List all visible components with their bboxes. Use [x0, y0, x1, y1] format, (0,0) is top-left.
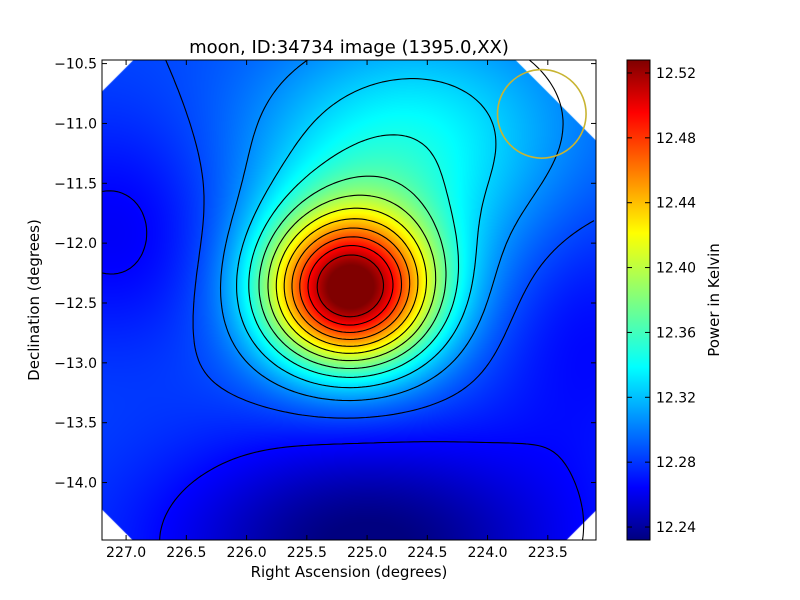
y-tick-label: −11.5	[54, 176, 97, 192]
contour-line	[316, 254, 385, 318]
y-tick-label: −12.5	[54, 296, 97, 312]
contour-lines	[102, 60, 595, 540]
y-tick-label: −14.0	[54, 476, 97, 492]
plot-area: 227.0 226.5 226.0 225.5 225.0 224.5 224.0 223.5…	[54, 57, 597, 561]
contour-line	[275, 207, 428, 354]
colorbar-tick-label: 12.28	[656, 455, 696, 471]
y-tick-label: −11.0	[54, 116, 97, 132]
y-tick-label: −13.0	[54, 356, 97, 372]
y-tick-label: −13.5	[54, 416, 97, 432]
colorbar-tick-label: 12.40	[656, 261, 696, 277]
contour-line	[283, 218, 419, 347]
colorbar-gradient	[626, 59, 651, 541]
colorbar-tick-label: 12.36	[656, 325, 696, 341]
contour-line	[102, 190, 585, 540]
x-tick-label: 226.5	[166, 545, 206, 561]
contour-line	[291, 227, 411, 341]
x-axis-label: Right Ascension (degrees)	[251, 563, 448, 581]
field-circle	[496, 68, 587, 159]
x-axis-ticks: 227.0 226.5 226.0 225.5 225.0 224.5 224.0 223.5	[106, 60, 568, 561]
y-axis-ticks: −10.5 −11.0 −11.5 −12.0 −12.5 −13.0 −13.5 −14.0	[54, 57, 596, 492]
x-tick-label: 224.5	[407, 545, 447, 561]
x-tick-label: 225.5	[287, 545, 327, 561]
colorbar-tick-label: 12.44	[656, 196, 696, 212]
y-axis-label: Declination (degrees)	[25, 219, 43, 381]
chart-title: moon, ID:34734 image (1395.0,XX)	[189, 37, 509, 58]
heatmap-image	[102, 60, 596, 540]
x-tick-label: 226.0	[227, 545, 267, 561]
colorbar-tick-label: 12.48	[656, 131, 696, 147]
contour-line	[299, 236, 403, 334]
y-tick-label: −12.0	[54, 236, 97, 252]
x-tick-label: 227.0	[106, 545, 146, 561]
colorbar-tick-label: 12.24	[656, 520, 696, 536]
contour-line	[219, 60, 564, 402]
colorbar: 12.24 12.28 12.32 12.36 12.40 12.44 12.48 12.52…	[626, 59, 723, 541]
x-tick-label: 223.5	[528, 545, 568, 561]
colorbar-label: Power in Kelvin	[705, 243, 723, 357]
colorbar-ticks: 12.24 12.28 12.32 12.36 12.40 12.44 12.48 12.52	[627, 66, 696, 536]
colorbar-tick-label: 12.32	[656, 390, 696, 406]
contour-line	[307, 245, 394, 326]
x-tick-label: 224.0	[468, 545, 508, 561]
colorbar-tick-label: 12.52	[656, 66, 696, 82]
plot-frame	[101, 59, 597, 541]
x-tick-label: 225.0	[347, 545, 387, 561]
y-tick-label: −10.5	[54, 57, 97, 73]
contour-line	[236, 78, 497, 389]
contour-line	[248, 134, 460, 378]
contour-line	[258, 175, 447, 370]
contour-line	[267, 194, 437, 362]
